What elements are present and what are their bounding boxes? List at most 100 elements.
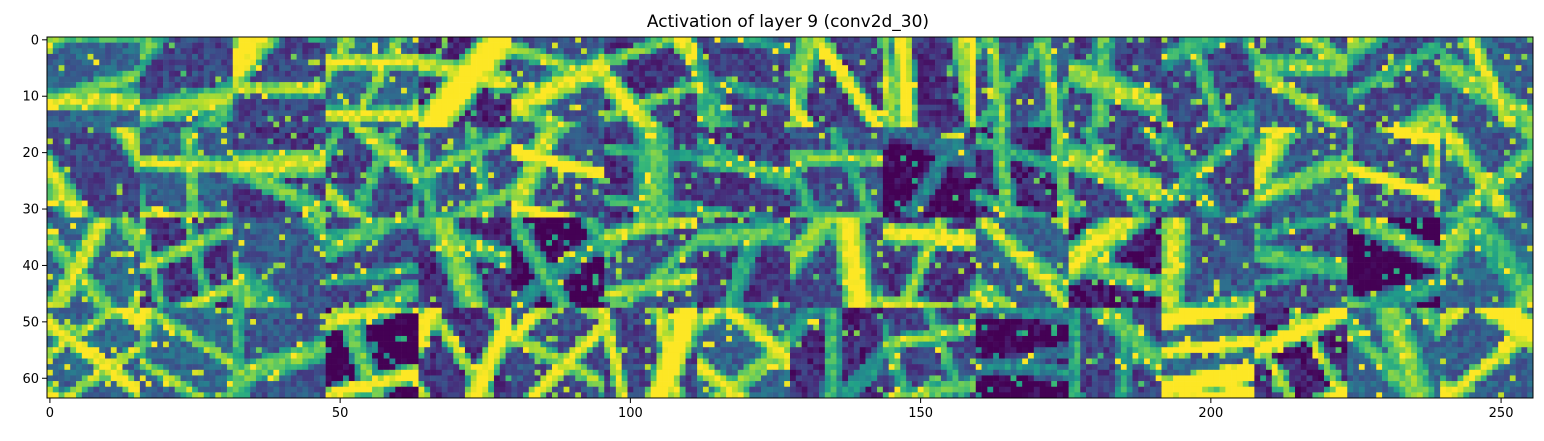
heatmap-cell bbox=[250, 121, 257, 128]
heatmap-cell bbox=[964, 121, 971, 128]
heatmap-cell bbox=[517, 104, 524, 111]
heatmap-cell bbox=[1045, 65, 1052, 72]
heatmap-cell bbox=[940, 132, 948, 139]
heatmap-cell bbox=[749, 59, 756, 66]
heatmap-cell bbox=[1451, 59, 1458, 66]
heatmap-cell bbox=[1265, 82, 1273, 89]
heatmap-cell bbox=[1265, 70, 1273, 77]
heatmap-cell bbox=[743, 65, 750, 72]
heatmap-cell bbox=[760, 99, 768, 105]
heatmap-cell bbox=[163, 127, 170, 134]
heatmap-cell bbox=[969, 87, 977, 94]
heatmap-cell bbox=[1329, 115, 1336, 122]
heatmap-cell bbox=[940, 127, 948, 134]
heatmap-cell bbox=[58, 59, 65, 66]
heatmap-cell bbox=[1347, 65, 1354, 72]
heatmap-cell bbox=[1428, 65, 1435, 72]
heatmap-cell bbox=[639, 87, 646, 94]
heatmap-cell bbox=[604, 115, 611, 122]
heatmap-cell bbox=[99, 82, 106, 89]
heatmap-cell bbox=[1039, 93, 1046, 100]
heatmap-cell bbox=[784, 82, 791, 89]
heatmap-cell bbox=[598, 37, 605, 43]
heatmap-cell bbox=[1144, 53, 1151, 60]
heatmap-cell bbox=[308, 76, 315, 83]
heatmap-cell bbox=[807, 87, 814, 94]
heatmap-cell bbox=[882, 82, 889, 89]
heatmap-cell bbox=[279, 53, 286, 60]
heatmap-cell bbox=[476, 115, 483, 122]
heatmap-cell bbox=[1109, 59, 1116, 66]
heatmap-cell bbox=[174, 110, 181, 117]
heatmap-cell bbox=[1016, 59, 1023, 66]
heatmap-cell bbox=[1248, 99, 1255, 105]
heatmap-cell bbox=[546, 138, 553, 145]
heatmap-cell bbox=[221, 127, 228, 134]
heatmap-cell bbox=[1173, 70, 1180, 77]
heatmap-cell bbox=[250, 70, 257, 77]
heatmap-cell bbox=[1399, 132, 1406, 139]
heatmap-cell bbox=[1022, 93, 1029, 100]
heatmap-cell bbox=[911, 82, 918, 89]
heatmap-cell bbox=[232, 104, 239, 111]
heatmap-cell bbox=[70, 70, 77, 77]
heatmap-cell bbox=[180, 132, 187, 139]
heatmap-cell bbox=[1231, 127, 1238, 134]
heatmap-cell bbox=[656, 65, 663, 72]
heatmap-cell bbox=[1149, 65, 1156, 72]
heatmap-cell bbox=[830, 87, 837, 94]
heatmap-cell bbox=[1295, 138, 1302, 145]
heatmap-cell bbox=[1097, 87, 1104, 94]
heatmap-cell bbox=[917, 70, 924, 77]
heatmap-cell bbox=[406, 115, 413, 122]
heatmap-cell bbox=[1353, 76, 1360, 83]
heatmap-cell bbox=[430, 132, 437, 139]
heatmap-cell bbox=[859, 59, 866, 66]
heatmap-cell bbox=[1469, 37, 1476, 43]
heatmap-cell bbox=[290, 42, 297, 49]
heatmap-cell bbox=[790, 121, 797, 128]
heatmap-cell bbox=[1509, 76, 1516, 83]
heatmap-cell bbox=[1393, 127, 1400, 134]
heatmap-cell bbox=[778, 132, 785, 139]
heatmap-cell bbox=[1509, 48, 1516, 55]
heatmap-cell bbox=[1016, 37, 1023, 43]
heatmap-cell bbox=[128, 104, 135, 111]
heatmap-cell bbox=[1509, 53, 1516, 60]
heatmap-cell bbox=[958, 93, 965, 100]
heatmap-cell bbox=[1318, 104, 1325, 111]
heatmap-cell bbox=[656, 138, 663, 145]
heatmap-cell bbox=[1057, 115, 1064, 122]
heatmap-cell bbox=[1382, 138, 1389, 145]
heatmap-cell bbox=[644, 104, 651, 111]
heatmap-cell bbox=[644, 138, 651, 145]
heatmap-cell bbox=[1434, 59, 1441, 66]
heatmap-cell bbox=[1416, 76, 1424, 83]
heatmap-cell bbox=[824, 121, 831, 128]
heatmap-cell bbox=[1376, 110, 1383, 117]
heatmap-cell bbox=[366, 104, 373, 111]
heatmap-cell bbox=[1167, 76, 1174, 83]
heatmap-cell bbox=[1295, 53, 1302, 60]
heatmap-cell bbox=[552, 93, 559, 100]
heatmap-cell bbox=[1097, 65, 1104, 72]
heatmap-cell bbox=[598, 76, 605, 83]
heatmap-cell bbox=[244, 87, 251, 94]
heatmap-cell bbox=[1033, 127, 1040, 134]
heatmap-cell bbox=[296, 70, 303, 77]
heatmap-cell bbox=[401, 37, 408, 43]
heatmap-cell bbox=[726, 42, 733, 49]
heatmap-cell bbox=[163, 144, 170, 151]
heatmap-cell bbox=[406, 48, 413, 55]
heatmap-cell bbox=[343, 93, 350, 100]
heatmap-cell bbox=[441, 87, 448, 94]
heatmap-cell bbox=[1376, 104, 1383, 111]
heatmap-cell bbox=[1329, 42, 1336, 49]
heatmap-cell bbox=[279, 138, 286, 145]
heatmap-cell bbox=[1469, 132, 1476, 139]
heatmap-cell bbox=[1161, 138, 1168, 145]
heatmap-cell bbox=[522, 138, 530, 145]
heatmap-cell bbox=[279, 82, 286, 89]
heatmap-cell bbox=[1202, 53, 1209, 60]
heatmap-cell bbox=[348, 132, 355, 139]
